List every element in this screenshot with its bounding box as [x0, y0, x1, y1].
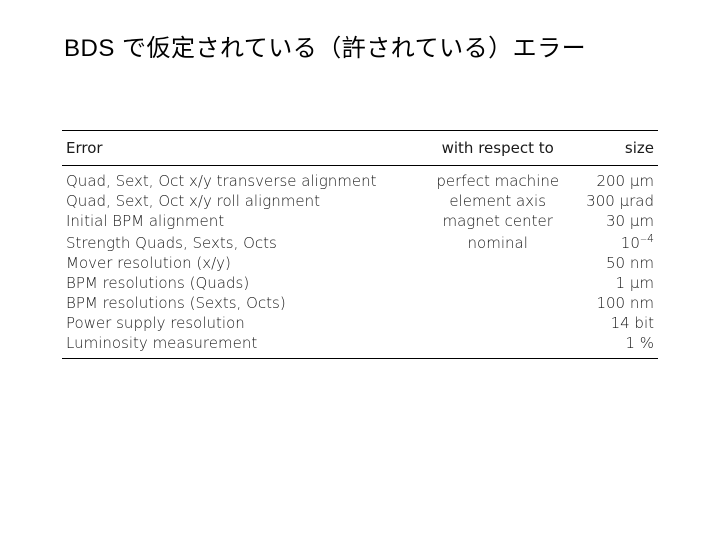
- exp-value: 10−4: [621, 234, 654, 252]
- cell-error: Quad, Sext, Oct x/y roll alignment: [62, 191, 424, 211]
- cell-wrt: [424, 273, 572, 293]
- table-row: Strength Quads, Sexts, Octs nominal 10−4: [62, 231, 658, 253]
- cell-wrt: element axis: [424, 191, 572, 211]
- cell-wrt: [424, 253, 572, 273]
- cell-size: 100 nm: [572, 293, 658, 313]
- table-row: Initial BPM alignment magnet center 30 µ…: [62, 211, 658, 231]
- table-row: Quad, Sext, Oct x/y transverse alignment…: [62, 166, 658, 192]
- cell-error: Strength Quads, Sexts, Octs: [62, 231, 424, 253]
- slide-title: BDS で仮定されている（許されている）エラー: [64, 28, 586, 63]
- cell-wrt: magnet center: [424, 211, 572, 231]
- cell-size: 10−4: [572, 231, 658, 253]
- cell-size: 50 nm: [572, 253, 658, 273]
- cell-error: BPM resolutions (Sexts, Octs): [62, 293, 424, 313]
- cell-size: 300 µrad: [572, 191, 658, 211]
- table-row: Luminosity measurement 1 %: [62, 333, 658, 359]
- cell-error: BPM resolutions (Quads): [62, 273, 424, 293]
- cell-error: Mover resolution (x/y): [62, 253, 424, 273]
- cell-wrt: nominal: [424, 231, 572, 253]
- table-row: BPM resolutions (Quads) 1 µm: [62, 273, 658, 293]
- cell-wrt: [424, 313, 572, 333]
- table-row: Quad, Sext, Oct x/y roll alignment eleme…: [62, 191, 658, 211]
- cell-size: 1 µm: [572, 273, 658, 293]
- cell-error: Power supply resolution: [62, 313, 424, 333]
- error-table-wrap: Error with respect to size Quad, Sext, O…: [62, 130, 658, 359]
- table-header-row: Error with respect to size: [62, 131, 658, 166]
- cell-error: Initial BPM alignment: [62, 211, 424, 231]
- col-header-size: size: [572, 131, 658, 166]
- cell-size: 1 %: [572, 333, 658, 359]
- col-header-error: Error: [62, 131, 424, 166]
- cell-error: Quad, Sext, Oct x/y transverse alignment: [62, 166, 424, 192]
- cell-wrt: [424, 293, 572, 313]
- error-table: Error with respect to size Quad, Sext, O…: [62, 130, 658, 359]
- cell-error: Luminosity measurement: [62, 333, 424, 359]
- cell-size: 14 bit: [572, 313, 658, 333]
- table-row: Power supply resolution 14 bit: [62, 313, 658, 333]
- cell-wrt: [424, 333, 572, 359]
- table-row: BPM resolutions (Sexts, Octs) 100 nm: [62, 293, 658, 313]
- table-row: Mover resolution (x/y) 50 nm: [62, 253, 658, 273]
- cell-wrt: perfect machine: [424, 166, 572, 192]
- col-header-wrt: with respect to: [424, 131, 572, 166]
- cell-size: 30 µm: [572, 211, 658, 231]
- cell-size: 200 µm: [572, 166, 658, 192]
